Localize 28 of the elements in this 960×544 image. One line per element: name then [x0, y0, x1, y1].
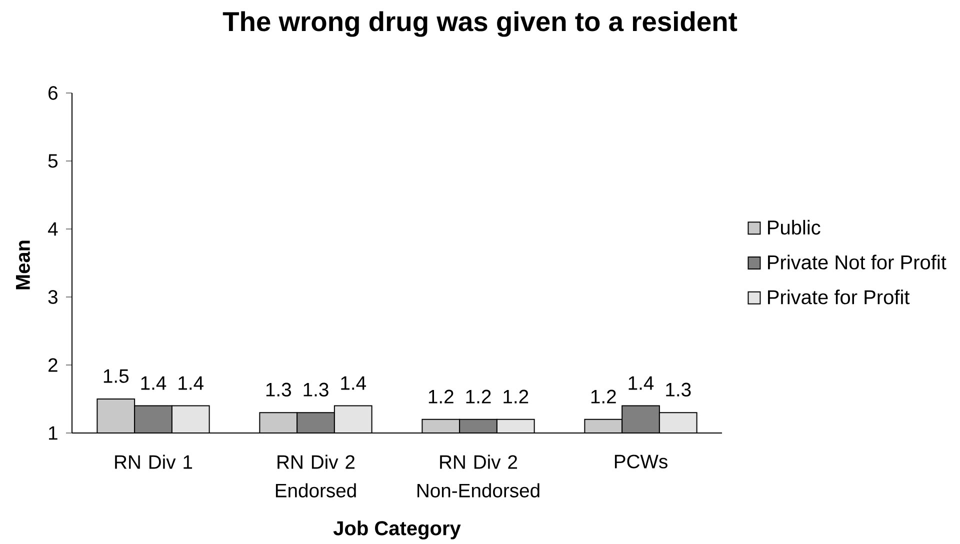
- x-tick-label: RN Div 2 Endorsed: [276, 454, 356, 498]
- y-tick-label: 3: [48, 290, 58, 304]
- y-tick-label: 6: [48, 86, 58, 100]
- data-label: 1.4: [178, 376, 204, 390]
- x-tick-label: RN Div 2 Non-Endorsed: [418, 454, 540, 498]
- legend-label: Public: [768, 220, 820, 235]
- y-tick-label: 1: [49, 426, 58, 440]
- x-tick-label: PCWs: [614, 454, 668, 468]
- data-label: 1.2: [428, 390, 454, 404]
- chart-title: The wrong drug was given to a resident: [222, 11, 738, 37]
- data-label: 1.5: [104, 369, 129, 383]
- data-label: 1.3: [304, 382, 328, 396]
- x-tick-label: RN Div 1: [115, 454, 192, 469]
- x-axis-title: Job Category: [333, 520, 461, 540]
- data-label: 1.4: [141, 376, 166, 390]
- data-label: 1.4: [628, 376, 654, 390]
- data-label: 1.3: [266, 382, 291, 396]
- legend-label: Private for Profit: [768, 290, 910, 304]
- data-label: 1.2: [504, 390, 528, 404]
- y-tick-label: 2: [48, 358, 58, 372]
- data-label: 1.3: [666, 382, 691, 396]
- y-tick-label: 5: [48, 154, 58, 168]
- data-label: 1.2: [591, 390, 616, 404]
- data-label: 1.4: [341, 376, 366, 390]
- y-axis-title: Mean: [16, 240, 30, 290]
- y-tick-label: 4: [48, 222, 58, 236]
- data-label: 1.2: [466, 390, 491, 404]
- legend-label: Private Not for Profit: [768, 254, 946, 270]
